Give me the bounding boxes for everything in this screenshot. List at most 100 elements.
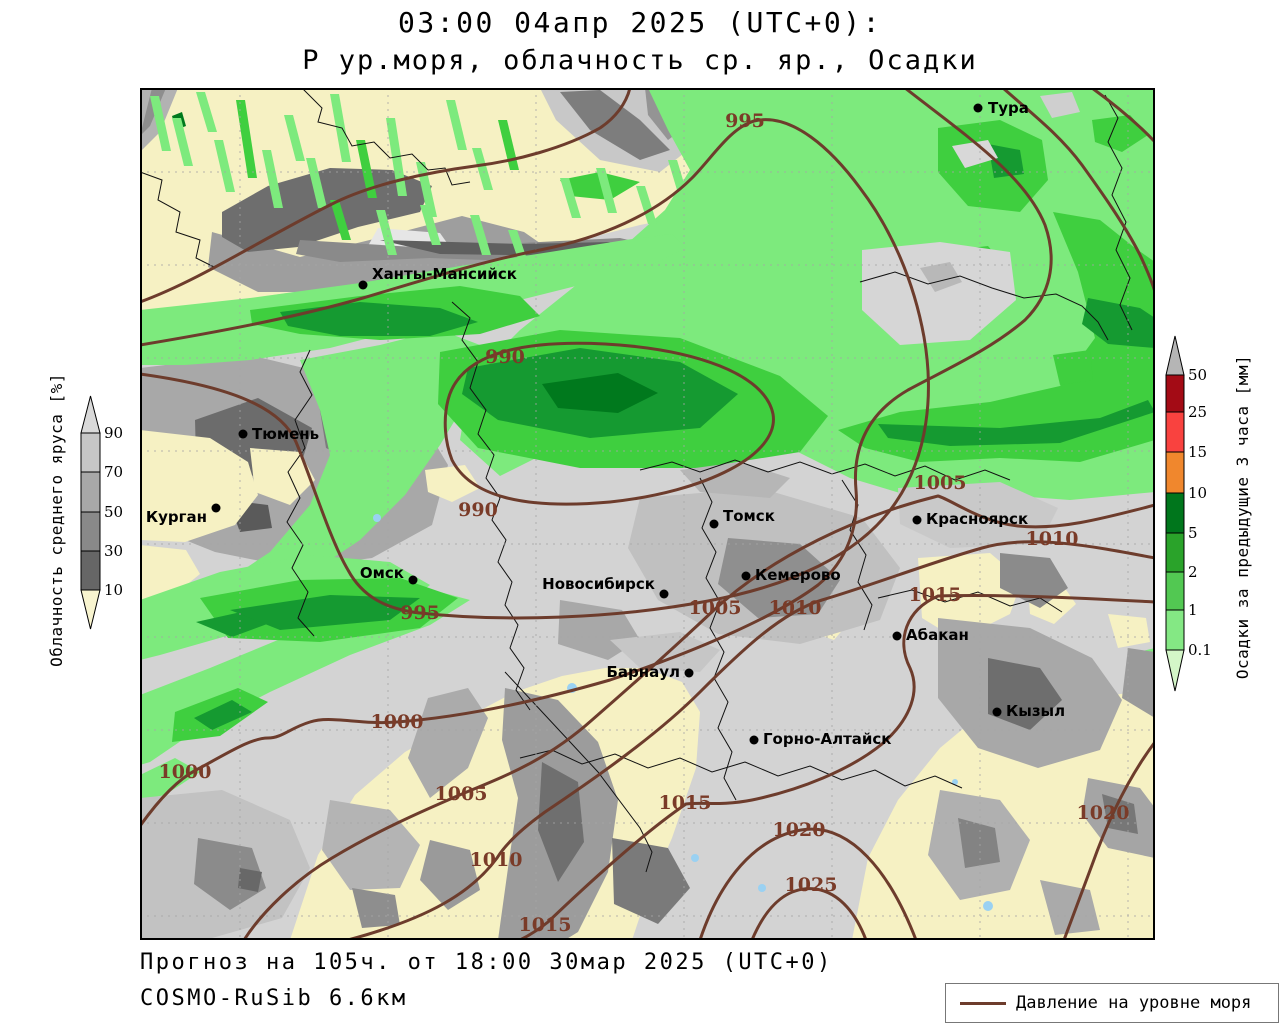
isobar-value-label: 1015 bbox=[659, 792, 712, 814]
colorbar-segment bbox=[1165, 374, 1185, 413]
shower-streak bbox=[330, 200, 351, 240]
page-title: 03:00 04апр 2025 (UTC+0): P ур.моря, обл… bbox=[0, 6, 1280, 76]
colorbar-tick-label: 25 bbox=[1188, 403, 1207, 421]
forecast-info: Прогноз на 105ч. от 18:00 30мар 2025 (UT… bbox=[140, 950, 833, 975]
city-dot bbox=[238, 429, 248, 439]
colorbar-tick-label: 10 bbox=[104, 581, 123, 599]
city-dot bbox=[709, 519, 719, 529]
isobar-value-label: 990 bbox=[458, 499, 498, 521]
isobar-value-label: 1015 bbox=[519, 914, 572, 936]
isobar-value-label: 1000 bbox=[159, 761, 212, 783]
city-dot bbox=[358, 280, 368, 290]
colorbar-segment bbox=[80, 432, 101, 473]
colorbar-tick-label: 70 bbox=[104, 463, 123, 481]
pressure-legend: Давление на уровне моря bbox=[945, 983, 1279, 1023]
colorbar-tick-label: 15 bbox=[1188, 443, 1207, 461]
colorbar-arrow-top bbox=[1165, 335, 1185, 376]
colorbar-tick-label: 0.1 bbox=[1188, 641, 1212, 659]
colorbar-segment bbox=[80, 550, 101, 591]
colorbar-arrow-bottom bbox=[1165, 649, 1185, 692]
shower-streak bbox=[376, 210, 397, 255]
cloudiness-colorbar: 90 70 50 30 10 Облачность среднего яруса [%] bbox=[47, 373, 123, 667]
colorbar-tick-label: 30 bbox=[104, 542, 123, 560]
city-markers: Тура Ханты-Мансийск Тюмень Курган Омск Томск Н… bbox=[146, 99, 1065, 748]
colorbar-tick-label: 50 bbox=[1188, 366, 1207, 384]
city-dot bbox=[684, 668, 694, 678]
city-label: Тура bbox=[988, 99, 1029, 117]
graticule bbox=[140, 88, 1155, 940]
colorbar-tick-label: 1 bbox=[1188, 601, 1198, 619]
colorbar-segment bbox=[1165, 571, 1185, 611]
cloudiness-colorbar-scale: 90 70 50 30 10 bbox=[80, 395, 123, 630]
city-dot bbox=[992, 707, 1002, 717]
city-label: Горно-Алтайск bbox=[763, 730, 892, 748]
precipitation-colorbar-title: Осадки за предыдущие 3 часа [мм] bbox=[1233, 355, 1252, 679]
colorbar-segment bbox=[80, 471, 101, 513]
title-datetime: 03:00 04апр 2025 (UTC+0): bbox=[398, 6, 882, 39]
precipitation-colorbar: 50 25 15 10 5 2 1 0.1 Осадки за предыдущие 3 ча… bbox=[1165, 335, 1252, 692]
city-label: Новосибирск bbox=[542, 575, 655, 593]
map-frame bbox=[140, 88, 1155, 940]
city-label: Томск bbox=[723, 507, 775, 525]
city-dot bbox=[408, 575, 418, 585]
city-label: Омск bbox=[360, 564, 404, 582]
colorbar-segment bbox=[1165, 532, 1185, 573]
city-label: Абакан bbox=[906, 626, 969, 644]
shower-streak bbox=[596, 168, 617, 213]
city-dot bbox=[973, 103, 983, 113]
isobar-value-label: 1005 bbox=[435, 783, 488, 805]
shower-streak bbox=[498, 120, 519, 170]
city-dot bbox=[741, 571, 751, 581]
shower-streak bbox=[420, 205, 441, 245]
colorbar-segment bbox=[1165, 411, 1185, 453]
city-dot bbox=[892, 631, 902, 641]
isobar-lines bbox=[138, 86, 1157, 942]
isobar-value-label: 1005 bbox=[689, 597, 742, 619]
city-label: Кызыл bbox=[1006, 702, 1065, 720]
isobar-value-label: 1010 bbox=[1026, 528, 1079, 550]
isobar-value-label: 1020 bbox=[773, 819, 826, 841]
shower-streak bbox=[636, 186, 657, 224]
colorbar-arrow-bottom bbox=[80, 589, 101, 630]
colorbar-tick-label: 90 bbox=[104, 424, 123, 442]
shower-streak bbox=[306, 158, 327, 208]
colorbar-tick-label: 2 bbox=[1188, 563, 1198, 581]
shower-streak bbox=[214, 140, 235, 192]
shower-streak bbox=[236, 100, 257, 178]
title-variables: P ур.моря, облачность ср. яр., Осадки bbox=[302, 45, 978, 76]
isobar-labels: 995 990 990 995 1000 1000 1005 1005 1005 1010 1010… bbox=[159, 110, 1130, 936]
isobar-value-label: 1025 bbox=[785, 874, 838, 896]
isobar-value-label: 1005 bbox=[914, 472, 967, 494]
isobar-value-label: 995 bbox=[400, 602, 440, 624]
weather-map: 995 990 990 995 1000 1000 1005 1005 1005 1010 1010… bbox=[138, 86, 1157, 942]
shower-streak bbox=[560, 178, 581, 218]
city-dot bbox=[912, 515, 922, 525]
shower-streak bbox=[196, 92, 217, 132]
isobar-value-label: 1010 bbox=[470, 849, 523, 871]
model-info: COSMO-RuSib 6.6км bbox=[140, 986, 408, 1011]
colorbar-segment bbox=[80, 511, 101, 552]
shower-streak bbox=[356, 140, 377, 198]
colorbar-tick-label: 50 bbox=[104, 503, 123, 521]
city-label: Ханты-Мансийск bbox=[372, 265, 517, 283]
shower-streak bbox=[262, 150, 283, 208]
isobar-value-label: 1010 bbox=[769, 597, 822, 619]
city-dot bbox=[659, 589, 669, 599]
shower-streak bbox=[668, 160, 689, 200]
city-label: Барнаул bbox=[606, 663, 680, 681]
colorbar-segment bbox=[1165, 609, 1185, 651]
isobar-value-label: 1015 bbox=[909, 584, 962, 606]
colorbar-segment bbox=[1165, 492, 1185, 534]
colorbar-segment bbox=[1165, 451, 1185, 494]
pressure-line-sample bbox=[960, 1001, 1006, 1005]
shower-streak bbox=[284, 115, 305, 161]
colorbar-tick-label: 10 bbox=[1188, 484, 1207, 502]
colorbar-tick-label: 5 bbox=[1188, 524, 1198, 542]
cloudiness-colorbar-title: Облачность среднего яруса [%] bbox=[47, 373, 66, 667]
isobar-value-label: 995 bbox=[725, 110, 765, 132]
city-label: Курган bbox=[146, 508, 207, 526]
city-label: Тюмень bbox=[252, 425, 319, 443]
city-label: Кемерово bbox=[755, 566, 841, 584]
shower-streak bbox=[446, 100, 467, 150]
shower-streak bbox=[472, 148, 493, 190]
